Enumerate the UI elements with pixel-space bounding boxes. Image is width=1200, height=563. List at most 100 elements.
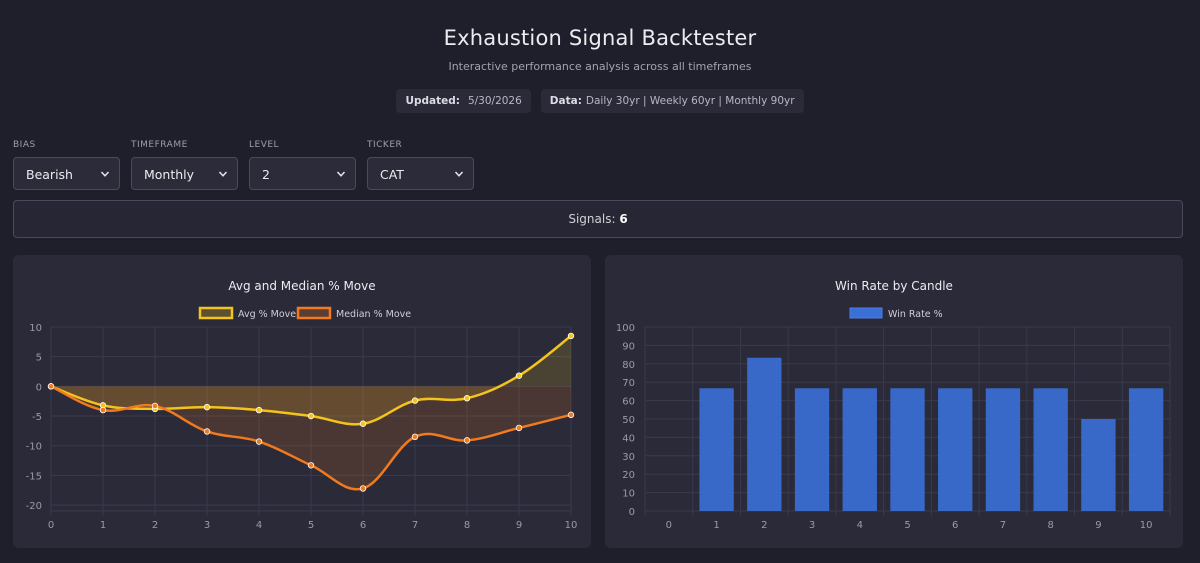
page-header: Exhaustion Signal Backtester Interactive… [0,0,1200,113]
timeframe-select[interactable]: Monthly [131,157,238,190]
data-point [463,437,471,444]
x-tick-label: 5 [308,520,314,531]
chart-title: Avg and Median % Move [228,279,375,293]
timeframe-select-value: Monthly [144,167,195,182]
data-range-pill: Data: Daily 30yr | Weekly 60yr | Monthly … [540,89,804,113]
data-point [463,395,471,402]
data-point [515,424,523,432]
legend-label: Avg % Move [238,309,296,320]
y-tick-label: 20 [622,470,635,481]
bias-select-value: Bearish [26,167,73,182]
page-title: Exhaustion Signal Backtester [443,26,757,50]
level-select[interactable]: 2 [249,157,356,190]
y-tick-label: 5 [36,353,42,364]
x-tick-label: 7 [412,520,418,531]
ticker-control: TICKER CAT [367,140,474,190]
bar-chart-panel: Win Rate by Candle Win Rate % 100 90 80 70 60 5… [605,255,1183,548]
x-tick-label: 8 [464,520,470,531]
info-row: Updated: 5/30/2026 Data: Daily 30yr | Week… [0,89,1200,113]
filter-controls: BIAS Bearish TIMEFRAME Monthly LEVEL 2 T… [13,140,474,190]
y-tick-label: 60 [622,397,635,408]
data-point [47,383,55,390]
x-tick-label: 9 [516,520,522,531]
chart-title: Win Rate by Candle [835,279,953,293]
series-area [51,335,571,425]
signals-label: Signals: [568,212,616,226]
line-chart-panel: Avg and Median % Move Avg % Move Median % … [13,255,591,548]
x-tick-label: 8 [1047,520,1053,531]
y-tick-label: 70 [622,378,635,389]
ticker-select-value: CAT [380,167,404,182]
updated-pill: Updated: 5/30/2026 [396,89,531,113]
y-tick-label: -5 [32,412,42,423]
x-tick-label: 1 [100,520,106,531]
x-tick-label: 1 [713,520,719,531]
data-point [567,411,575,419]
chevron-down-icon [454,171,464,177]
data-point [151,402,159,410]
y-tick-label: -20 [26,501,42,512]
data-point [307,462,315,469]
bar [1081,419,1116,511]
legend-swatch [198,306,234,320]
data-value: Daily 30yr | Weekly 60yr | Monthly 90yr [585,95,795,107]
signals-count: 6 [619,212,628,226]
data-point [255,406,263,414]
legend-label: Win Rate % [888,309,943,320]
timeframe-label: TIMEFRAME [131,140,188,150]
chevron-down-icon [336,171,346,177]
data-point [255,438,263,445]
updated-label: Updated: [405,95,460,107]
x-tick-label: 7 [1000,520,1006,531]
data-point [515,372,523,379]
y-tick-label: -15 [26,471,42,482]
x-tick-label: 10 [565,520,578,531]
x-tick-label: 4 [256,520,262,531]
line-chart: Avg and Median % Move Avg % Move Median % … [26,279,578,531]
data-point [359,420,367,427]
x-tick-label: 2 [761,520,767,531]
x-tick-label: 3 [204,520,210,531]
x-tick-label: 6 [952,520,958,531]
data-point [203,403,211,411]
x-tick-label: 10 [1140,520,1153,531]
bar [794,388,830,511]
y-tick-label: 40 [622,433,635,444]
bias-label: BIAS [13,140,36,150]
level-control: LEVEL 2 [249,140,356,190]
bar [699,388,734,511]
level-label: LEVEL [249,140,280,150]
bar [747,357,782,511]
legend-label: Median % Move [336,309,411,320]
legend-swatch [849,307,883,319]
page-subtitle: Interactive performance analysis across … [448,60,752,73]
x-tick-label: 2 [152,520,158,531]
bar [1033,388,1068,511]
legend-swatch [296,306,332,320]
x-tick-label: 9 [1095,520,1101,531]
bias-select[interactable]: Bearish [13,157,120,190]
data-point [411,433,419,441]
bias-control: BIAS Bearish [13,140,120,190]
y-tick-label: 30 [622,452,635,463]
ticker-select[interactable]: CAT [367,157,474,190]
y-tick-label: 10 [29,323,42,334]
chevron-down-icon [218,171,228,177]
data-point [203,428,211,435]
series-area [51,386,571,490]
y-tick-label: 50 [622,415,635,426]
bar [985,388,1021,511]
bar [938,388,973,511]
x-tick-label: 6 [360,520,366,531]
y-tick-label: -10 [26,442,42,453]
bar [890,388,925,511]
x-tick-label: 3 [809,520,815,531]
data-point [567,332,575,340]
bar [842,388,877,511]
data-point [411,397,419,404]
y-tick-label: 0 [36,382,42,393]
y-tick-label: 80 [622,360,635,371]
y-tick-label: 100 [616,323,635,334]
data-label: Data: [549,95,582,107]
